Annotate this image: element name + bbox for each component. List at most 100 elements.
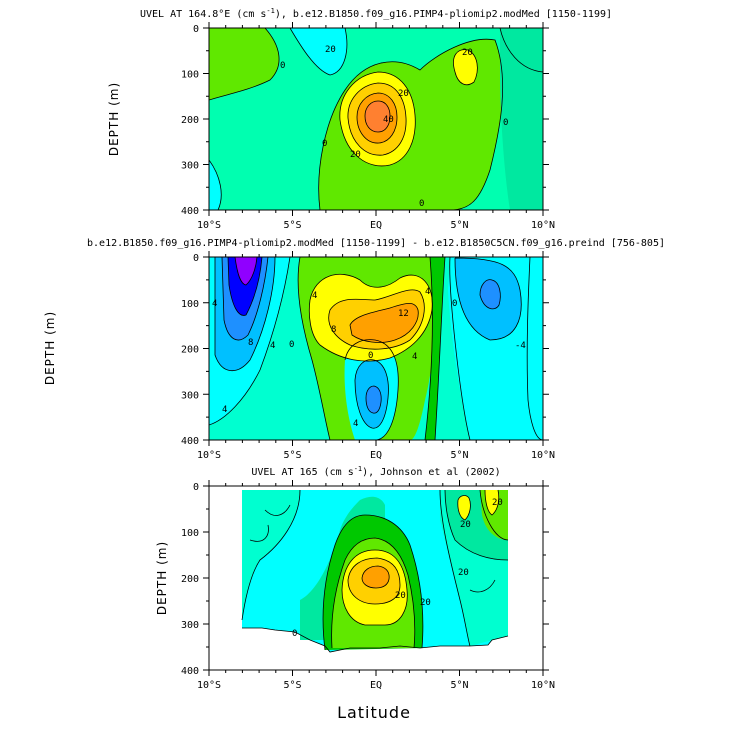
p3-line-h — [444, 489, 509, 561]
y-tick-label: 200 — [181, 115, 199, 126]
panel-1-contour-field — [209, 28, 543, 210]
p2-contour-label: 0 — [452, 299, 457, 309]
p3-line-b — [439, 489, 471, 647]
x-tick-label: EQ — [370, 450, 382, 461]
x-axis-label: Latitude — [337, 703, 411, 722]
p1-contour-label: 20 — [350, 150, 361, 160]
p1-line-j — [209, 159, 222, 210]
p2-line-p — [328, 289, 425, 350]
y-tick-label: 0 — [193, 253, 199, 264]
p3-contour-label: 0 — [292, 629, 297, 639]
y-tick-label: 300 — [181, 390, 199, 401]
p1-fill-cyan-nw — [290, 28, 347, 75]
p2-line-r — [526, 257, 543, 440]
x-tick-label: 10°S — [197, 220, 221, 231]
p2-line-a — [297, 257, 331, 440]
p2-line-i — [449, 257, 471, 440]
p3-contour-label: 20 — [492, 498, 503, 508]
panel-2-contour-lines — [209, 257, 543, 440]
y-tick-label: 200 — [181, 574, 199, 585]
p3-contour-label: 20 — [420, 598, 431, 608]
panel-1: UVEL AT 164.8°E (cm s-1), b.e12.B1850.f0… — [107, 7, 612, 231]
p1-contour-label: 40 — [383, 115, 394, 125]
y-tick-label: 300 — [181, 161, 199, 172]
p2-fill-violet-w — [235, 257, 257, 285]
x-tick-label: EQ — [370, 220, 382, 231]
p3-fill-yellow-ne-2 — [457, 495, 471, 520]
p2-line-e — [214, 257, 276, 372]
p2-line-h — [234, 257, 258, 286]
p3-line-l — [249, 504, 496, 593]
p2-line-f — [221, 257, 269, 341]
p1-line-d — [364, 100, 391, 133]
panel-3-contour-field — [242, 490, 508, 652]
p1-line-e — [453, 49, 478, 86]
p2-line-m — [354, 359, 389, 429]
p1-line-b — [347, 82, 407, 156]
p2-contour-label: 4 — [412, 352, 417, 362]
p2-contour-label: 0 — [289, 340, 294, 350]
p2-contour-label: 4 — [425, 287, 430, 297]
p1-line-a — [339, 71, 416, 167]
x-tick-label: 5°N — [450, 450, 468, 461]
x-tick-label: 10°N — [531, 680, 555, 691]
p3-line-d — [331, 537, 416, 649]
p2-contour-label: 4 — [270, 341, 275, 351]
p2-fill-green-ne — [425, 257, 445, 440]
p1-line-f — [318, 38, 503, 210]
p3-fill-teal-w — [242, 490, 300, 620]
x-tick-label: 10°S — [197, 450, 221, 461]
p1-contour-label: 20 — [462, 48, 473, 58]
p3-line-a — [241, 489, 301, 621]
panel-2-ylabel: DEPTH (m) — [43, 311, 57, 385]
p2-line-b — [424, 257, 433, 440]
p2-line-q — [349, 302, 419, 343]
p3-contour-label: 20 — [458, 568, 469, 578]
p1-fill-cyan-sw — [209, 160, 222, 210]
p2-contour-label: -4 — [515, 341, 526, 351]
x-tick-label: 5°S — [283, 450, 301, 461]
p2-contour-label: 4 — [312, 291, 317, 301]
p1-line-i — [499, 28, 543, 73]
p1-fill-red-core — [365, 101, 390, 132]
y-tick-label: 0 — [193, 482, 199, 493]
x-tick-label: 10°N — [531, 220, 555, 231]
y-tick-label: 100 — [181, 528, 199, 539]
panel-2-title: b.e12.B1850.f09_g16.PIMP4-pliomip2.modMe… — [87, 238, 665, 249]
p2-contour-label: 4 — [212, 299, 217, 309]
p2-line-o — [308, 273, 433, 362]
x-tick-label: 5°S — [283, 680, 301, 691]
p1-line-g — [209, 28, 280, 101]
y-tick-label: 200 — [181, 345, 199, 356]
y-tick-label: 300 — [181, 620, 199, 631]
x-tick-label: 10°N — [531, 450, 555, 461]
p1-contour-label: 20 — [325, 45, 336, 55]
panel-3: UVEL AT 165 (cm s-1), Johnson et al (200… — [155, 465, 555, 691]
panel-3-ylabel: DEPTH (m) — [155, 541, 169, 615]
p3-line-c — [322, 514, 424, 651]
y-tick-label: 0 — [193, 24, 199, 35]
p2-fill-blue-s — [366, 386, 382, 414]
p2-contour-label: 4 — [222, 405, 227, 415]
p1-contour-label: 20 — [398, 89, 409, 99]
y-tick-label: 100 — [181, 299, 199, 310]
p1-fill-green-w — [209, 28, 280, 100]
p2-line-j — [454, 257, 522, 341]
p3-line-j — [484, 489, 500, 516]
p1-line-h — [289, 28, 348, 76]
p3-line-g — [361, 565, 390, 589]
p2-line-g — [227, 257, 263, 316]
y-tick-label: 400 — [181, 206, 199, 217]
p1-fill-green-se — [500, 28, 543, 210]
x-tick-label: 5°N — [450, 680, 468, 691]
p2-line-n — [365, 385, 382, 414]
p1-line-c — [356, 92, 398, 144]
x-tick-label: 5°N — [450, 220, 468, 231]
p3-line-k — [457, 495, 471, 521]
p3-line-e — [341, 549, 408, 626]
panel-3-title: UVEL AT 165 (cm s-1), Johnson et al (200… — [251, 465, 500, 478]
p3-fill-orange — [362, 566, 390, 588]
p2-line-k — [479, 279, 501, 310]
y-tick-label: 400 — [181, 436, 199, 447]
